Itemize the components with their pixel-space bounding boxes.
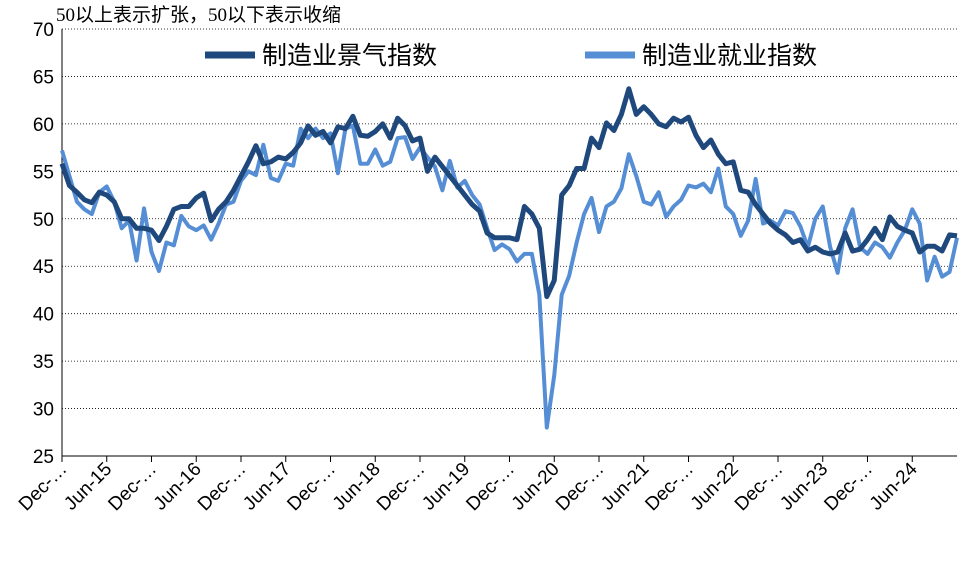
y-tick-label: 30 xyxy=(33,400,54,421)
series-line xyxy=(59,86,958,300)
x-tick-label: Dec-… xyxy=(373,459,430,516)
x-tick-label: Jun-19 xyxy=(418,459,474,515)
x-tick-label: Dec-… xyxy=(820,459,877,516)
x-tick-label: Jun-22 xyxy=(687,459,743,515)
x-tick-label: Jun-15 xyxy=(60,459,116,515)
x-tick-label: Dec-… xyxy=(731,459,788,516)
legend-label: 制造业就业指数 xyxy=(642,42,817,70)
y-tick-label: 25 xyxy=(33,447,54,468)
x-tick-label: Jun-16 xyxy=(150,459,206,515)
x-tick-label: Jun-24 xyxy=(866,458,922,514)
y-tick-label: 40 xyxy=(33,305,54,326)
x-tick-label: Jun-18 xyxy=(329,459,385,515)
x-tick-label: Dec-… xyxy=(104,459,161,516)
y-tick-label: 70 xyxy=(33,20,54,41)
y-tick-label: 65 xyxy=(33,67,54,88)
y-tick-label: 35 xyxy=(33,352,54,373)
y-tick-label: 55 xyxy=(33,162,54,183)
legend-label: 制造业景气指数 xyxy=(262,42,437,70)
x-tick-label: Dec-… xyxy=(462,459,519,516)
x-tick-label: Dec-… xyxy=(194,459,251,516)
y-tick-label: 50 xyxy=(33,210,54,231)
annotation: 50以上表示扩张，50以下表示收缩 xyxy=(56,4,341,26)
x-tick-label: Dec-… xyxy=(552,459,609,516)
y-tick-label: 60 xyxy=(33,115,54,136)
x-tick-label: Jun-20 xyxy=(508,459,564,515)
y-tick-label: 45 xyxy=(33,257,54,278)
x-tick-label: Jun-23 xyxy=(776,459,832,515)
x-tick-label: Dec-… xyxy=(283,459,340,516)
x-tick-label: Jun-21 xyxy=(597,459,653,515)
x-tick-label: Jun-17 xyxy=(239,459,295,515)
x-tick-label: Dec-… xyxy=(641,459,698,516)
